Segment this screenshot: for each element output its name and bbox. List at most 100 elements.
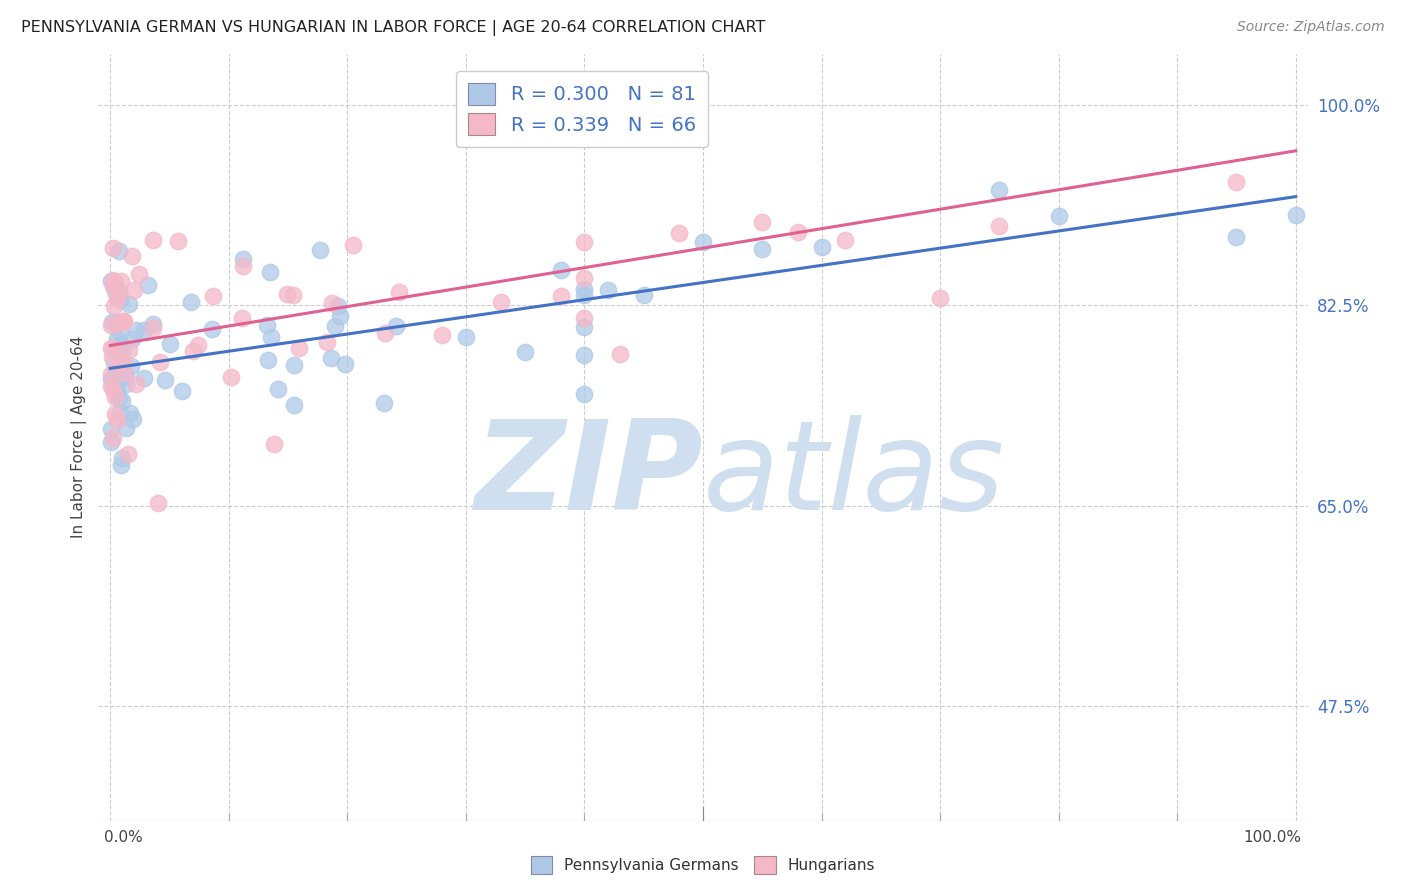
Point <box>117 297 139 311</box>
Point <box>276 287 298 301</box>
Point <box>315 334 337 349</box>
Point <box>100 318 122 332</box>
Point <box>112 343 135 357</box>
Point <box>110 338 132 352</box>
Point <box>373 396 395 410</box>
Point <box>110 458 132 472</box>
Point <box>108 293 131 308</box>
Point <box>112 313 135 327</box>
Point <box>101 273 124 287</box>
Point <box>122 412 145 426</box>
Y-axis label: In Labor Force | Age 20-64: In Labor Force | Age 20-64 <box>72 336 87 538</box>
Point <box>232 252 254 267</box>
Point <box>267 382 290 396</box>
Point <box>574 235 596 250</box>
Point <box>115 369 138 384</box>
Point <box>321 351 343 366</box>
Point <box>281 287 304 301</box>
Point <box>574 387 596 401</box>
Point <box>120 359 142 373</box>
Point <box>751 215 773 229</box>
Point <box>100 372 122 386</box>
Point <box>550 289 572 303</box>
Point <box>108 365 131 379</box>
Point <box>105 282 128 296</box>
Point <box>108 244 131 258</box>
Point <box>104 363 127 377</box>
Point <box>374 326 396 340</box>
Point <box>166 235 188 249</box>
Point <box>108 286 131 301</box>
Point <box>342 237 364 252</box>
Point <box>574 282 596 296</box>
Point <box>142 233 165 247</box>
Point <box>112 367 135 381</box>
Text: Source: ZipAtlas.com: Source: ZipAtlas.com <box>1237 20 1385 34</box>
Point <box>288 341 311 355</box>
Point <box>105 316 128 330</box>
Point <box>125 376 148 391</box>
Point <box>112 315 135 329</box>
Text: atlas: atlas <box>703 415 1005 536</box>
Point <box>219 369 242 384</box>
Point <box>326 299 349 313</box>
Point <box>1225 230 1247 244</box>
Point <box>142 320 165 334</box>
Point <box>574 348 596 362</box>
Point <box>105 376 128 390</box>
Point <box>104 380 127 394</box>
Point <box>181 343 204 358</box>
Point <box>105 384 128 399</box>
Point <box>103 300 125 314</box>
Point <box>1047 210 1070 224</box>
Point <box>515 344 537 359</box>
Point <box>263 437 285 451</box>
Point <box>232 259 254 273</box>
Point <box>810 240 832 254</box>
Point <box>260 330 283 344</box>
Point <box>100 274 122 288</box>
Point <box>257 353 280 368</box>
Point <box>112 355 135 369</box>
Text: PENNSYLVANIA GERMAN VS HUNGARIAN IN LABOR FORCE | AGE 20-64 CORRELATION CHART: PENNSYLVANIA GERMAN VS HUNGARIAN IN LABO… <box>21 20 765 36</box>
Point <box>329 309 352 323</box>
Point <box>117 447 139 461</box>
Point <box>142 318 165 332</box>
Point <box>751 242 773 256</box>
Point <box>103 371 125 385</box>
Point <box>103 355 125 369</box>
Point <box>118 406 141 420</box>
Point <box>692 235 714 250</box>
Point <box>385 318 408 333</box>
Point <box>101 279 124 293</box>
Point <box>108 326 131 340</box>
Point <box>108 406 131 420</box>
Point <box>110 274 132 288</box>
Point <box>115 420 138 434</box>
Point <box>550 263 572 277</box>
Point <box>111 394 134 409</box>
Text: ZIP: ZIP <box>474 415 703 536</box>
Point <box>321 296 343 310</box>
Point <box>388 285 411 299</box>
Point <box>122 283 145 297</box>
Point <box>283 359 305 373</box>
Point <box>454 330 477 344</box>
Point <box>105 413 128 427</box>
Point <box>110 451 132 466</box>
Point <box>107 365 129 379</box>
Point <box>125 323 148 337</box>
Point <box>128 267 150 281</box>
Point <box>1225 175 1247 189</box>
Point <box>134 371 156 385</box>
Point <box>633 288 655 302</box>
Point <box>101 384 124 398</box>
Point <box>929 291 952 305</box>
Point <box>105 332 128 346</box>
Point <box>259 265 281 279</box>
Point <box>105 291 128 305</box>
Point <box>148 495 170 509</box>
Point <box>112 313 135 327</box>
Point <box>159 337 181 351</box>
Point <box>988 219 1011 233</box>
